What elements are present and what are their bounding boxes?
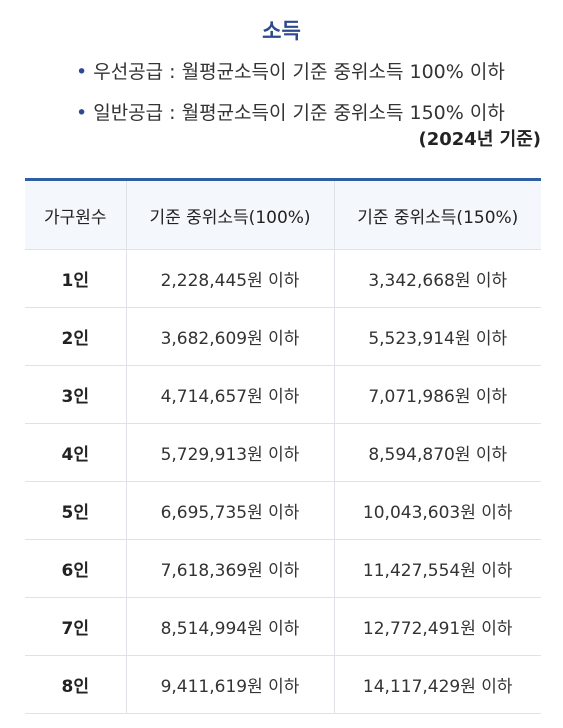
income-100-cell: 9,411,619원 이하 (125, 655, 334, 714)
section-title: 소득 (262, 19, 301, 43)
household-size-cell: 3인 (25, 365, 126, 424)
header-median-150: 기준 중위소득(150%) (333, 178, 541, 250)
income-150-cell: 5,523,914원 이하 (333, 307, 541, 366)
year-note: (2024년 기준) (418, 129, 542, 150)
household-size-cell: 4인 (25, 423, 126, 482)
criteria-text: 우선공급 : 월평균소득이 기준 중위소득 100% 이하 (93, 61, 505, 83)
household-size-cell: 6인 (25, 539, 126, 598)
table-header-row: 가구원수 기준 중위소득(100%) 기준 중위소득(150%) (25, 178, 541, 250)
table-row: 3인 4,714,657원 이하 7,071,986원 이하 (25, 365, 541, 424)
income-100-cell: 7,618,369원 이하 (125, 539, 334, 598)
table-row: 5인 6,695,735원 이하 10,043,603원 이하 (25, 481, 541, 540)
income-100-cell: 5,729,913원 이하 (125, 423, 334, 482)
income-150-cell: 14,117,429원 이하 (333, 655, 541, 714)
table-row: 8인 9,411,619원 이하 14,117,429원 이하 (25, 655, 541, 714)
bullet-icon: • (76, 61, 88, 83)
table-row: 1인 2,228,445원 이하 3,342,668원 이하 (25, 249, 541, 308)
income-150-cell: 3,342,668원 이하 (333, 249, 541, 308)
household-size-cell: 8인 (25, 655, 126, 714)
income-150-cell: 10,043,603원 이하 (333, 481, 541, 540)
income-table: 가구원수 기준 중위소득(100%) 기준 중위소득(150%) 1인 2,22… (25, 178, 541, 714)
income-100-cell: 2,228,445원 이하 (125, 249, 334, 308)
household-size-cell: 1인 (25, 249, 126, 308)
income-100-cell: 4,714,657원 이하 (125, 365, 334, 424)
table-row: 7인 8,514,994원 이하 12,772,491원 이하 (25, 597, 541, 656)
income-100-cell: 3,682,609원 이하 (125, 307, 334, 366)
criteria-text: 일반공급 : 월평균소득이 기준 중위소득 150% 이하 (93, 102, 505, 124)
income-150-cell: 12,772,491원 이하 (333, 597, 541, 656)
income-150-cell: 8,594,870원 이하 (333, 423, 541, 482)
income-100-cell: 6,695,735원 이하 (125, 481, 334, 540)
bullet-icon: • (76, 102, 88, 124)
criteria-item-priority: • 우선공급 : 월평균소득이 기준 중위소득 100% 이하 (76, 57, 563, 87)
header-median-100: 기준 중위소득(100%) (125, 178, 334, 250)
criteria-item-general: • 일반공급 : 월평균소득이 기준 중위소득 150% 이하 (76, 98, 563, 128)
household-size-cell: 5인 (25, 481, 126, 540)
table-row: 2인 3,682,609원 이하 5,523,914원 이하 (25, 307, 541, 366)
household-size-cell: 7인 (25, 597, 126, 656)
table-row: 4인 5,729,913원 이하 8,594,870원 이하 (25, 423, 541, 482)
table-row: 6인 7,618,369원 이하 11,427,554원 이하 (25, 539, 541, 598)
household-size-cell: 2인 (25, 307, 126, 366)
criteria-list: • 우선공급 : 월평균소득이 기준 중위소득 100% 이하 • 일반공급 : 월… (0, 57, 563, 128)
income-150-cell: 11,427,554원 이하 (333, 539, 541, 598)
income-150-cell: 7,071,986원 이하 (333, 365, 541, 424)
header-household-size: 가구원수 (25, 178, 126, 250)
income-100-cell: 8,514,994원 이하 (125, 597, 334, 656)
